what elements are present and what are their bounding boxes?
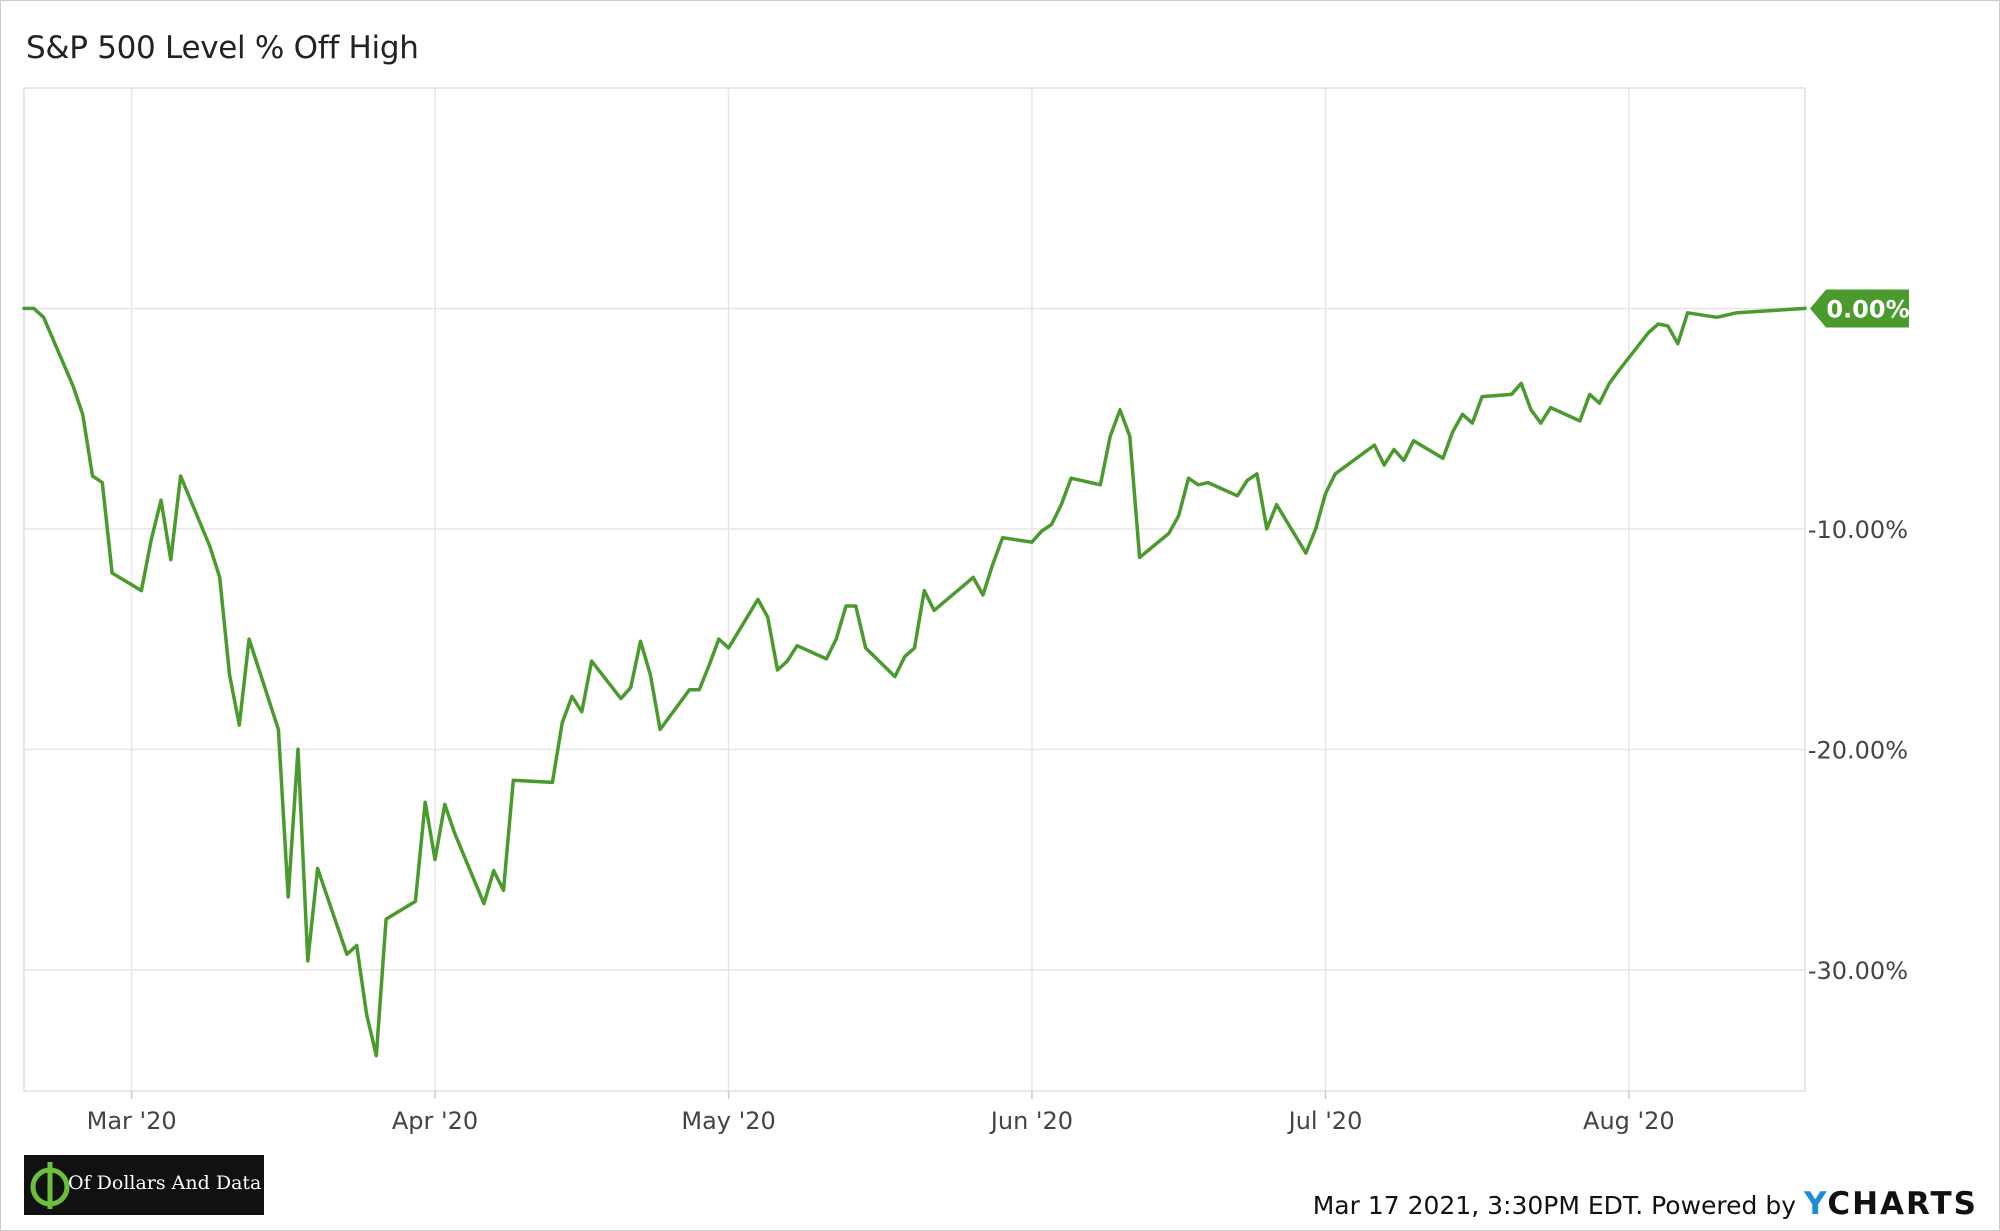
y-tick-label: -20.00% <box>1808 736 1908 764</box>
last-value-flag <box>1810 289 1909 328</box>
x-tick-label: Apr '20 <box>392 1107 478 1135</box>
ycharts-logo-y: Y <box>1804 1186 1828 1222</box>
x-tick-label: Mar '20 <box>87 1107 177 1135</box>
grid <box>24 88 1805 1091</box>
last-value-label: 0.00% <box>1826 295 1909 323</box>
series-line <box>22 306 1807 1058</box>
x-tick-label: Jul '20 <box>1287 1107 1363 1135</box>
x-tick-label: Aug '20 <box>1583 1107 1675 1135</box>
plot-area-border <box>23 87 1806 1092</box>
ycharts-logo-rest: CHARTS <box>1827 1186 1978 1222</box>
footer: Mar 17 2021, 3:30PM EDT. Powered by YCHA… <box>1313 1186 1978 1222</box>
x-tick-label: May '20 <box>681 1107 775 1135</box>
last-value-badge: 0.00% <box>1810 289 1910 328</box>
x-tick-label: Jun '20 <box>989 1107 1073 1135</box>
logo: Of Dollars And Data <box>24 1155 264 1215</box>
dollar-logo-icon <box>30 1162 70 1209</box>
y-tick-label: -30.00% <box>1808 957 1908 985</box>
x-axis: Mar '20 Apr '20 May '20 Jun '20 Jul '20 Aug '… <box>87 1091 1675 1135</box>
y-axis: 0.00% -10.00% -20.00% -30.00% <box>1808 295 1908 984</box>
chart-title: S&P 500 Level % Off High <box>26 30 419 66</box>
timestamp: Mar 17 2021, 3:30PM EDT. <box>1312 1191 1644 1220</box>
ycharts-logo[interactable]: YCHARTS <box>1804 1186 1978 1222</box>
y-tick-label: -10.00% <box>1808 516 1908 544</box>
logo-text: Of Dollars And Data <box>68 1172 262 1194</box>
powered-by-text: Powered by <box>1651 1191 1797 1220</box>
